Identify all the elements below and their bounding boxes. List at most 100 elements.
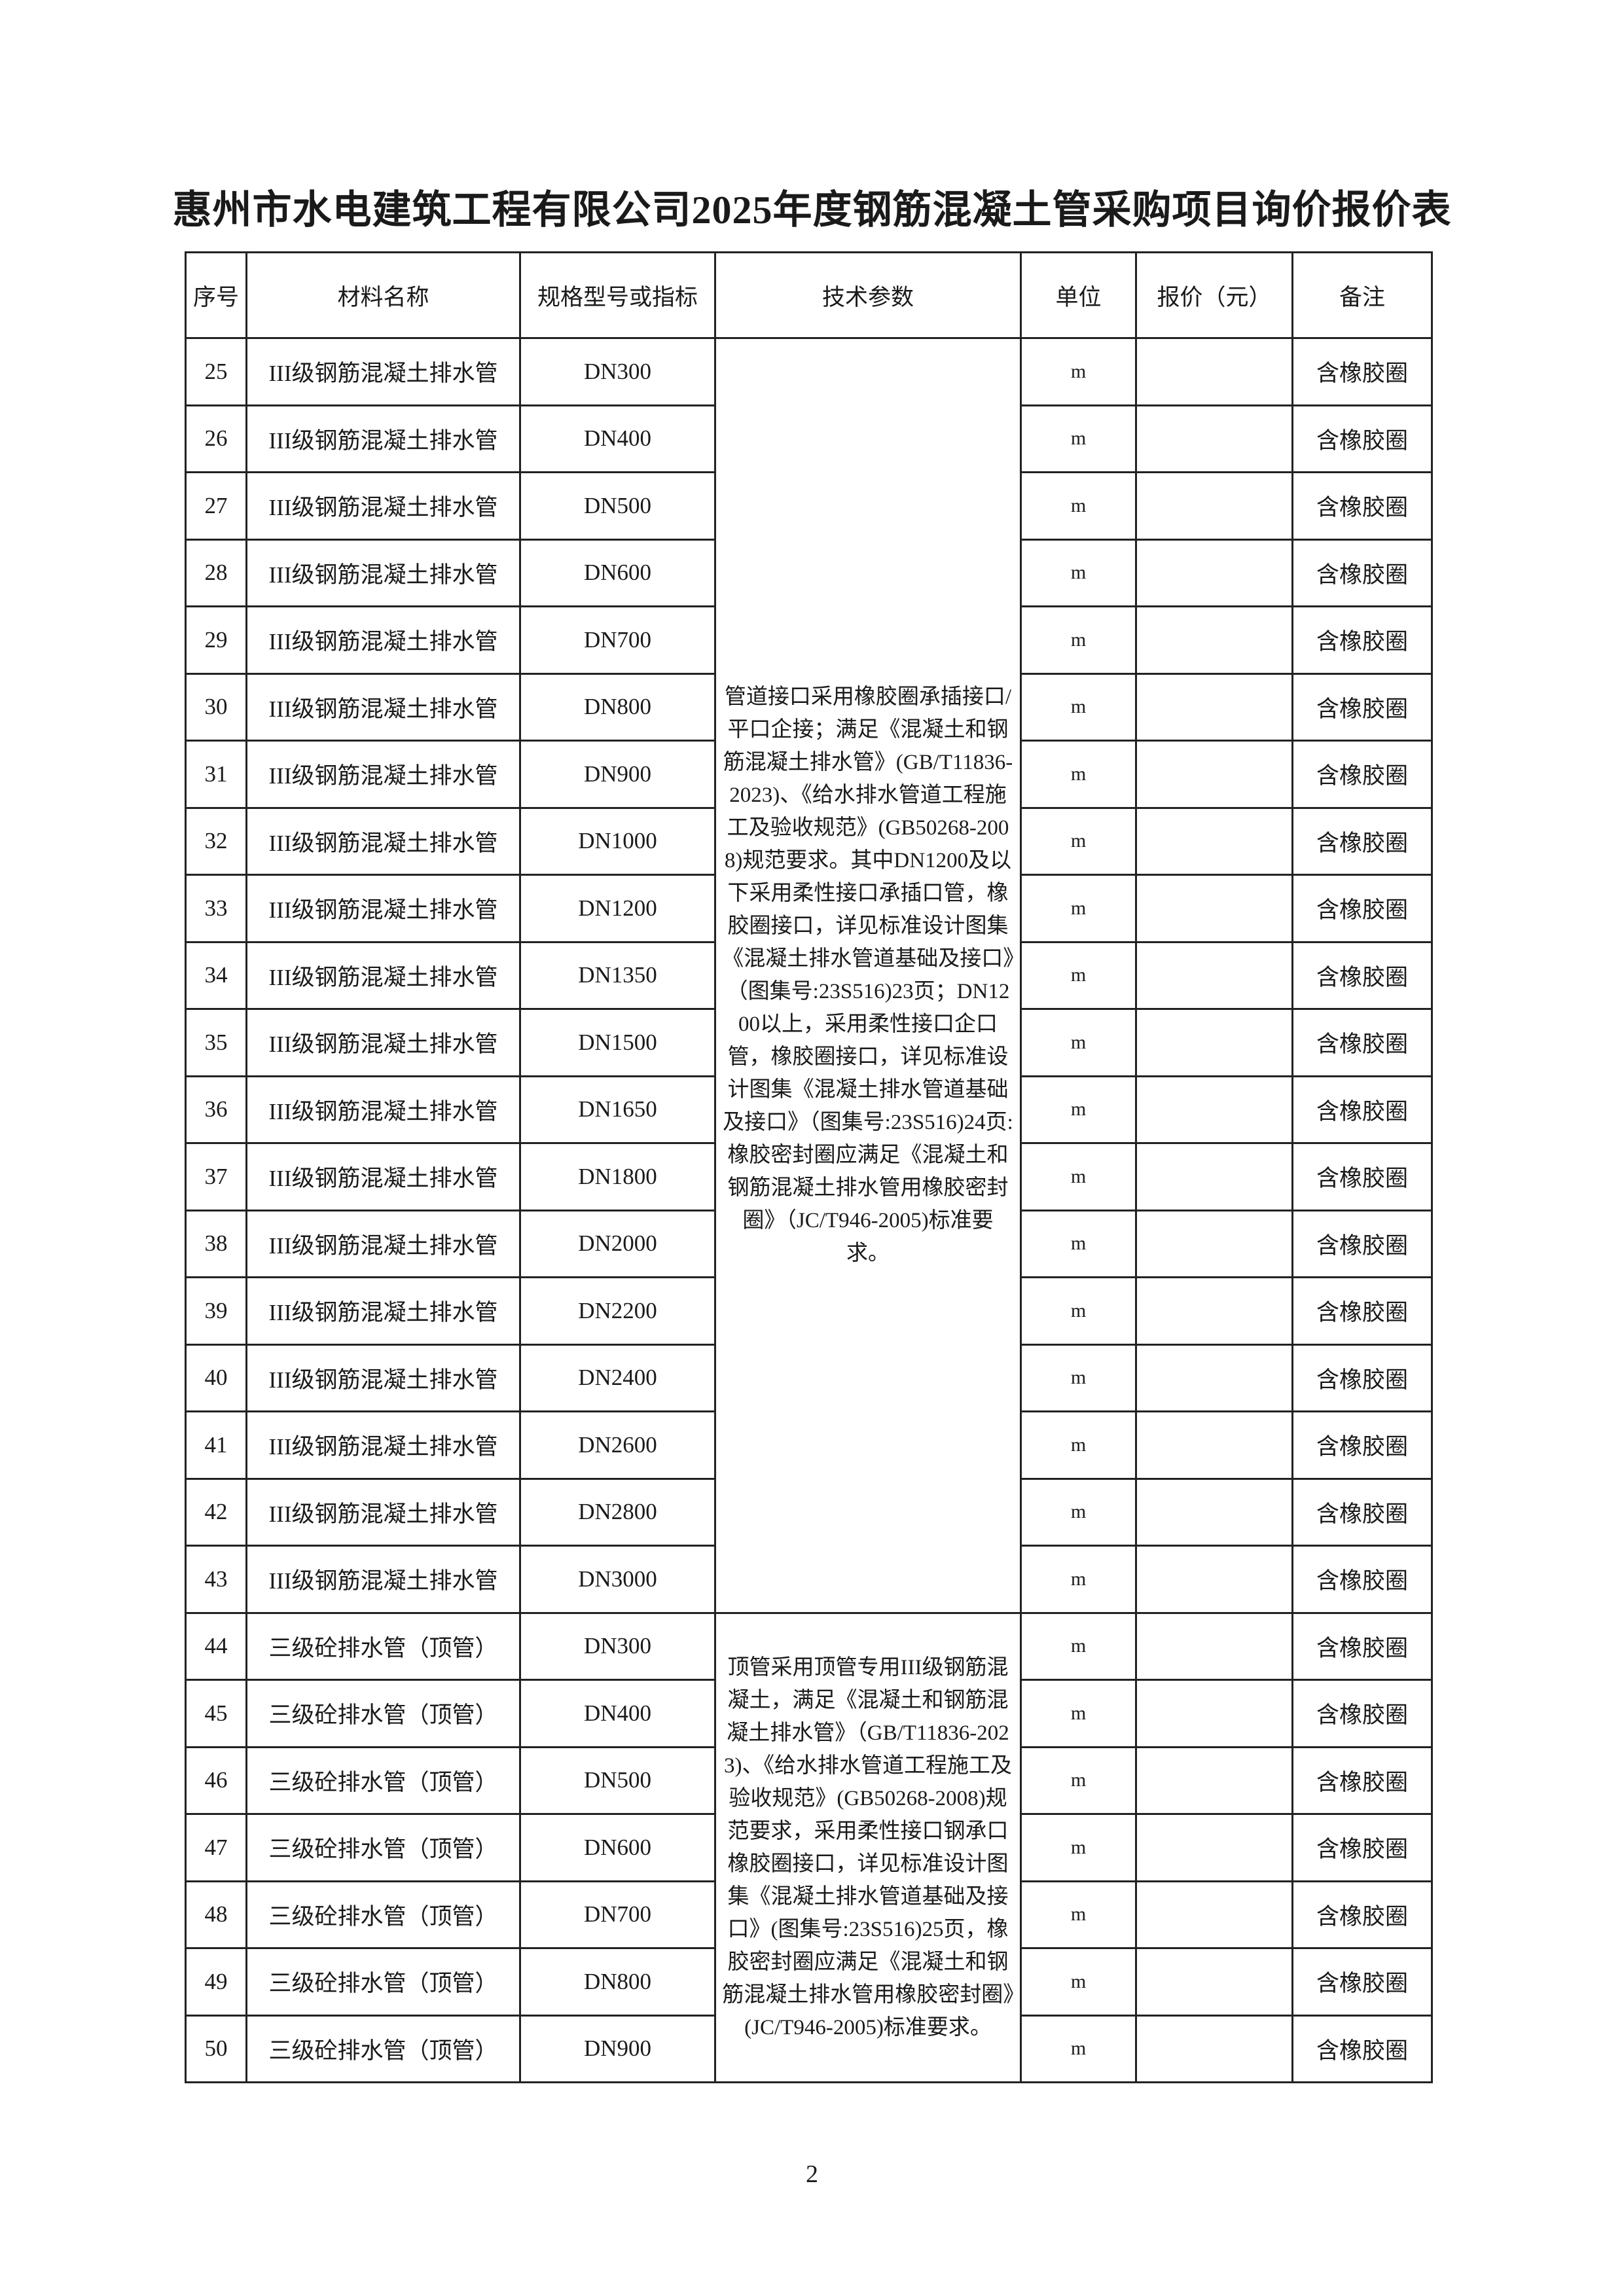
spec-model: DN700 [519,605,716,675]
header-unit: 单位 [1020,251,1137,339]
material-name: 三级砼排水管（顶管） [245,1813,521,1882]
price-cell[interactable] [1135,1075,1293,1144]
row-number: 26 [185,404,247,473]
material-name: III级钢筋混凝土排水管 [245,1008,521,1077]
price-cell[interactable] [1135,337,1293,406]
price-cell[interactable] [1135,874,1293,943]
table-row: 25 III级钢筋混凝土排水管 DN300 管道接口采用橡胶圈承插接口/平口企接；满足… [185,337,1433,1614]
price-cell[interactable] [1135,2014,1293,2083]
table-row: 40 III级钢筋混凝土排水管 DN2400 m 含橡胶圈 [185,1343,1433,1412]
unit: m [1020,1276,1137,1346]
spec-model: DN500 [519,471,716,541]
spec-model: DN2200 [519,1276,716,1346]
unit: m [1020,1545,1137,1614]
material-name: III级钢筋混凝土排水管 [245,740,521,809]
material-name: 三级砼排水管（顶管） [245,1746,521,1815]
price-cell[interactable] [1135,1410,1293,1480]
row-number: 38 [185,1209,247,1278]
row-number: 46 [185,1746,247,1815]
remark: 含橡胶圈 [1291,1947,1433,2017]
unit: m [1020,2014,1137,2083]
spec-model: DN2400 [519,1343,716,1412]
spec-model: DN900 [519,2014,716,2083]
unit: m [1020,538,1137,607]
unit: m [1020,404,1137,473]
price-cell[interactable] [1135,1947,1293,2017]
unit: m [1020,605,1137,675]
material-name: III级钢筋混凝土排水管 [245,538,521,607]
table-row: 33 III级钢筋混凝土排水管 DN1200 m 含橡胶圈 [185,874,1433,943]
material-name: III级钢筋混凝土排水管 [245,941,521,1010]
remark: 含橡胶圈 [1291,1410,1433,1480]
remark: 含橡胶圈 [1291,2014,1433,2083]
spec-model: DN1000 [519,806,716,876]
price-cell[interactable] [1135,1209,1293,1278]
price-cell[interactable] [1135,1343,1293,1412]
material-name: III级钢筋混凝土排水管 [245,672,521,742]
row-number: 32 [185,806,247,876]
remark: 含橡胶圈 [1291,1880,1433,1949]
header-spec: 规格型号或指标 [519,251,716,339]
remark: 含橡胶圈 [1291,1545,1433,1614]
price-cell[interactable] [1135,1611,1293,1681]
row-number: 39 [185,1276,247,1346]
price-cell[interactable] [1135,1142,1293,1211]
spec-model: DN800 [519,672,716,742]
price-cell[interactable] [1135,471,1293,541]
material-name: III级钢筋混凝土排水管 [245,471,521,541]
row-number: 33 [185,874,247,943]
price-cell[interactable] [1135,1477,1293,1547]
price-cell[interactable] [1135,1276,1293,1346]
price-cell[interactable] [1135,1813,1293,1882]
unit: m [1020,874,1137,943]
spec-model: DN1650 [519,1075,716,1144]
spec-model: DN400 [519,1679,716,1748]
row-number: 35 [185,1008,247,1077]
row-number: 41 [185,1410,247,1480]
price-cell[interactable] [1135,1880,1293,1949]
remark: 含橡胶圈 [1291,538,1433,607]
price-cell[interactable] [1135,806,1293,876]
spec-model: DN600 [519,538,716,607]
price-cell[interactable] [1135,1545,1293,1614]
price-cell[interactable] [1135,538,1293,607]
row-number: 43 [185,1545,247,1614]
price-cell[interactable] [1135,1746,1293,1815]
material-name: 三级砼排水管（顶管） [245,1947,521,2017]
remark: 含橡胶圈 [1291,740,1433,809]
remark: 含橡胶圈 [1291,1276,1433,1346]
unit: m [1020,337,1137,406]
spec-model: DN1350 [519,941,716,1010]
row-number: 29 [185,605,247,675]
unit: m [1020,1477,1137,1547]
remark: 含橡胶圈 [1291,941,1433,1010]
header-tech: 技术参数 [714,251,1022,339]
price-cell[interactable] [1135,740,1293,809]
row-number: 25 [185,337,247,406]
price-cell[interactable] [1135,1679,1293,1748]
table-row: 49 三级砼排水管（顶管） DN800 m 含橡胶圈 [185,1947,1433,2017]
row-number: 40 [185,1343,247,1412]
price-cell[interactable] [1135,1008,1293,1077]
material-name: III级钢筋混凝土排水管 [245,1545,521,1614]
spec-model: DN800 [519,1947,716,2017]
spec-model: DN2800 [519,1477,716,1547]
price-cell[interactable] [1135,941,1293,1010]
table-row: 32 III级钢筋混凝土排水管 DN1000 m 含橡胶圈 [185,806,1433,876]
table-row: 26 III级钢筋混凝土排水管 DN400 m 含橡胶圈 [185,404,1433,473]
spec-model: DN300 [519,1611,716,1681]
remark: 含橡胶圈 [1291,1611,1433,1681]
price-cell[interactable] [1135,672,1293,742]
price-cell[interactable] [1135,605,1293,675]
remark: 含橡胶圈 [1291,806,1433,876]
table-row: 43 III级钢筋混凝土排水管 DN3000 m 含橡胶圈 [185,1545,1433,1614]
price-cell[interactable] [1135,404,1293,473]
remark: 含橡胶圈 [1291,1142,1433,1211]
remark: 含橡胶圈 [1291,1679,1433,1748]
table-row: 46 三级砼排水管（顶管） DN500 m 含橡胶圈 [185,1746,1433,1815]
table-row: 30 III级钢筋混凝土排水管 DN800 m 含橡胶圈 [185,672,1433,742]
row-number: 44 [185,1611,247,1681]
material-name: III级钢筋混凝土排水管 [245,1209,521,1278]
remark: 含橡胶圈 [1291,1746,1433,1815]
header-price: 报价（元） [1135,251,1293,339]
